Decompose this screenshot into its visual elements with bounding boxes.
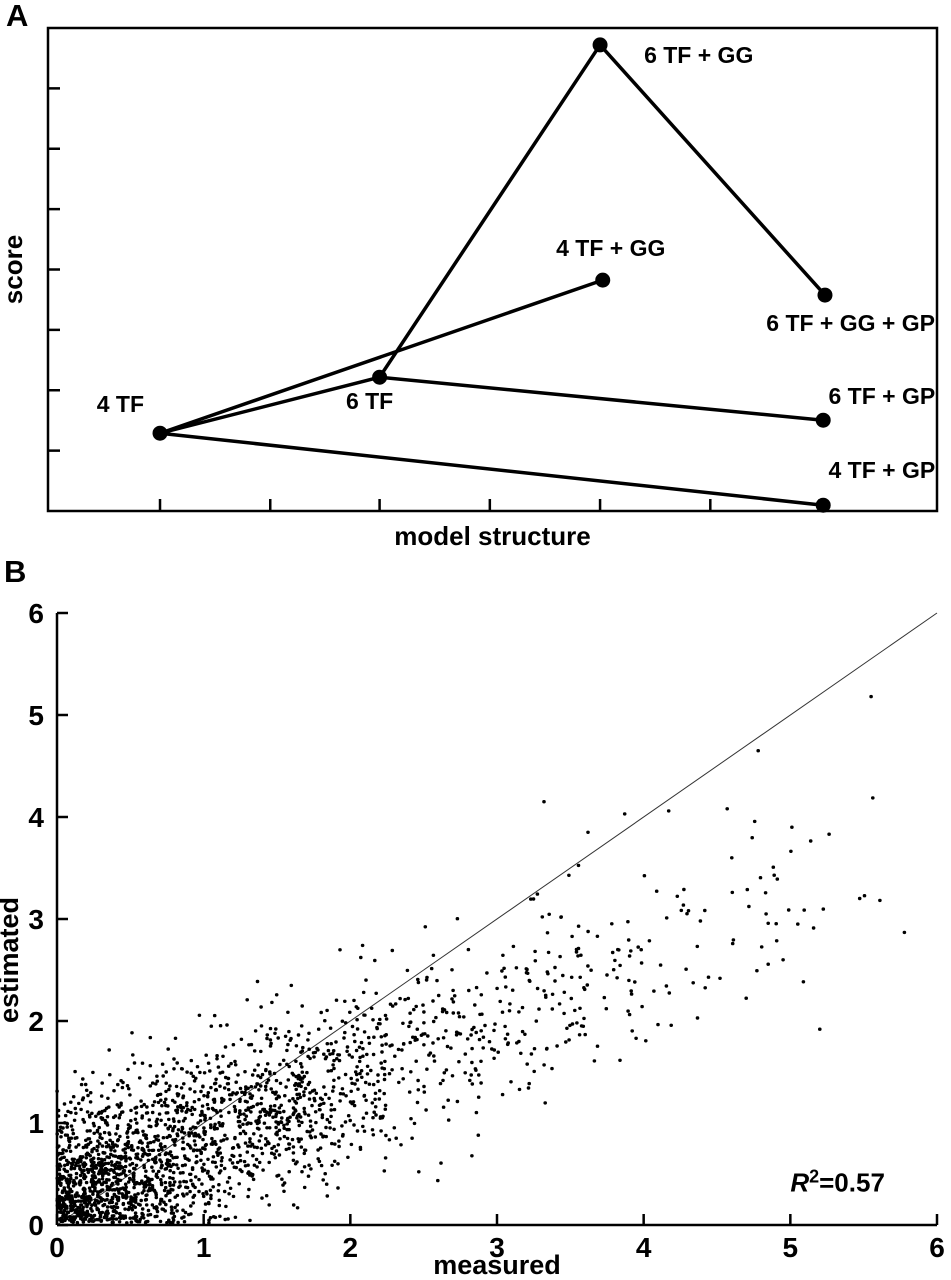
panel-b-x-tick-label: 0 [49,1232,65,1263]
model-node-label: 4 TF [97,391,144,417]
panel-b-y-tick-label: 3 [28,904,44,935]
panel-a-ylabel: score [0,235,28,304]
model-node-marker [595,272,611,288]
panel-b-y-tick-label: 6 [28,598,44,629]
panel-a-label: A [6,0,29,33]
model-node-label: 6 TF [346,388,393,414]
panel-b-x-tick-label: 2 [343,1232,359,1263]
identity-line [56,612,938,1226]
model-node-marker [152,425,168,441]
panel-b-x-tick-label: 5 [783,1232,799,1263]
panel-b-x-tick-label: 1 [196,1232,212,1263]
panel-b-x-tick-label: 3 [489,1232,505,1263]
model-edge-line [158,278,605,435]
model-node-label: 6 TF + GP [828,383,935,409]
panel-a-xlabel: model structure [394,521,591,551]
model-node-marker [815,497,831,513]
model-node-label: 6 TF + GG + GP [766,310,935,336]
model-node-label: 6 TF + GG [644,42,753,68]
panel-b-y-tick-label: 0 [28,1210,44,1241]
panel-b-y-tick-label: 4 [28,802,44,833]
scatter-points [55,694,907,1225]
panel-b-x-tick-label: 4 [636,1232,652,1263]
model-edge-line [158,375,382,435]
model-node-marker [372,369,388,385]
panel-b-y-tick-label: 5 [28,700,44,731]
panel-b-xlabel: measured [433,1250,561,1280]
model-edge-line [158,431,825,507]
panel-b-label: B [4,554,27,589]
model-node-label: 4 TF + GG [556,235,665,261]
model-node-label: 4 TF + GP [828,457,935,483]
model-node-marker [817,287,833,303]
model-edge-line [377,375,825,422]
model-edge-line [598,43,827,297]
panel-b-chart: 0 1 2 3 4 5 6 0 1 2 3 4 5 6 measured estimated R2=0.57 [0,598,945,1280]
panel-b-y-tick-label: 2 [28,1006,44,1037]
model-edge-line [377,43,602,379]
panel-b-y-tick-label: 1 [28,1108,44,1139]
panel-b-x-tick-label: 6 [929,1232,945,1263]
r-squared-annotation: R2=0.57 [790,1166,885,1197]
model-node-marker [592,37,608,53]
model-node-marker [815,412,831,428]
panel-a-chart: 4 TF 6 TF 6 TF + GG 4 TF + GG 6 TF + GG + GP… [0,26,939,551]
panel-b-ylabel: estimated [0,897,24,1023]
